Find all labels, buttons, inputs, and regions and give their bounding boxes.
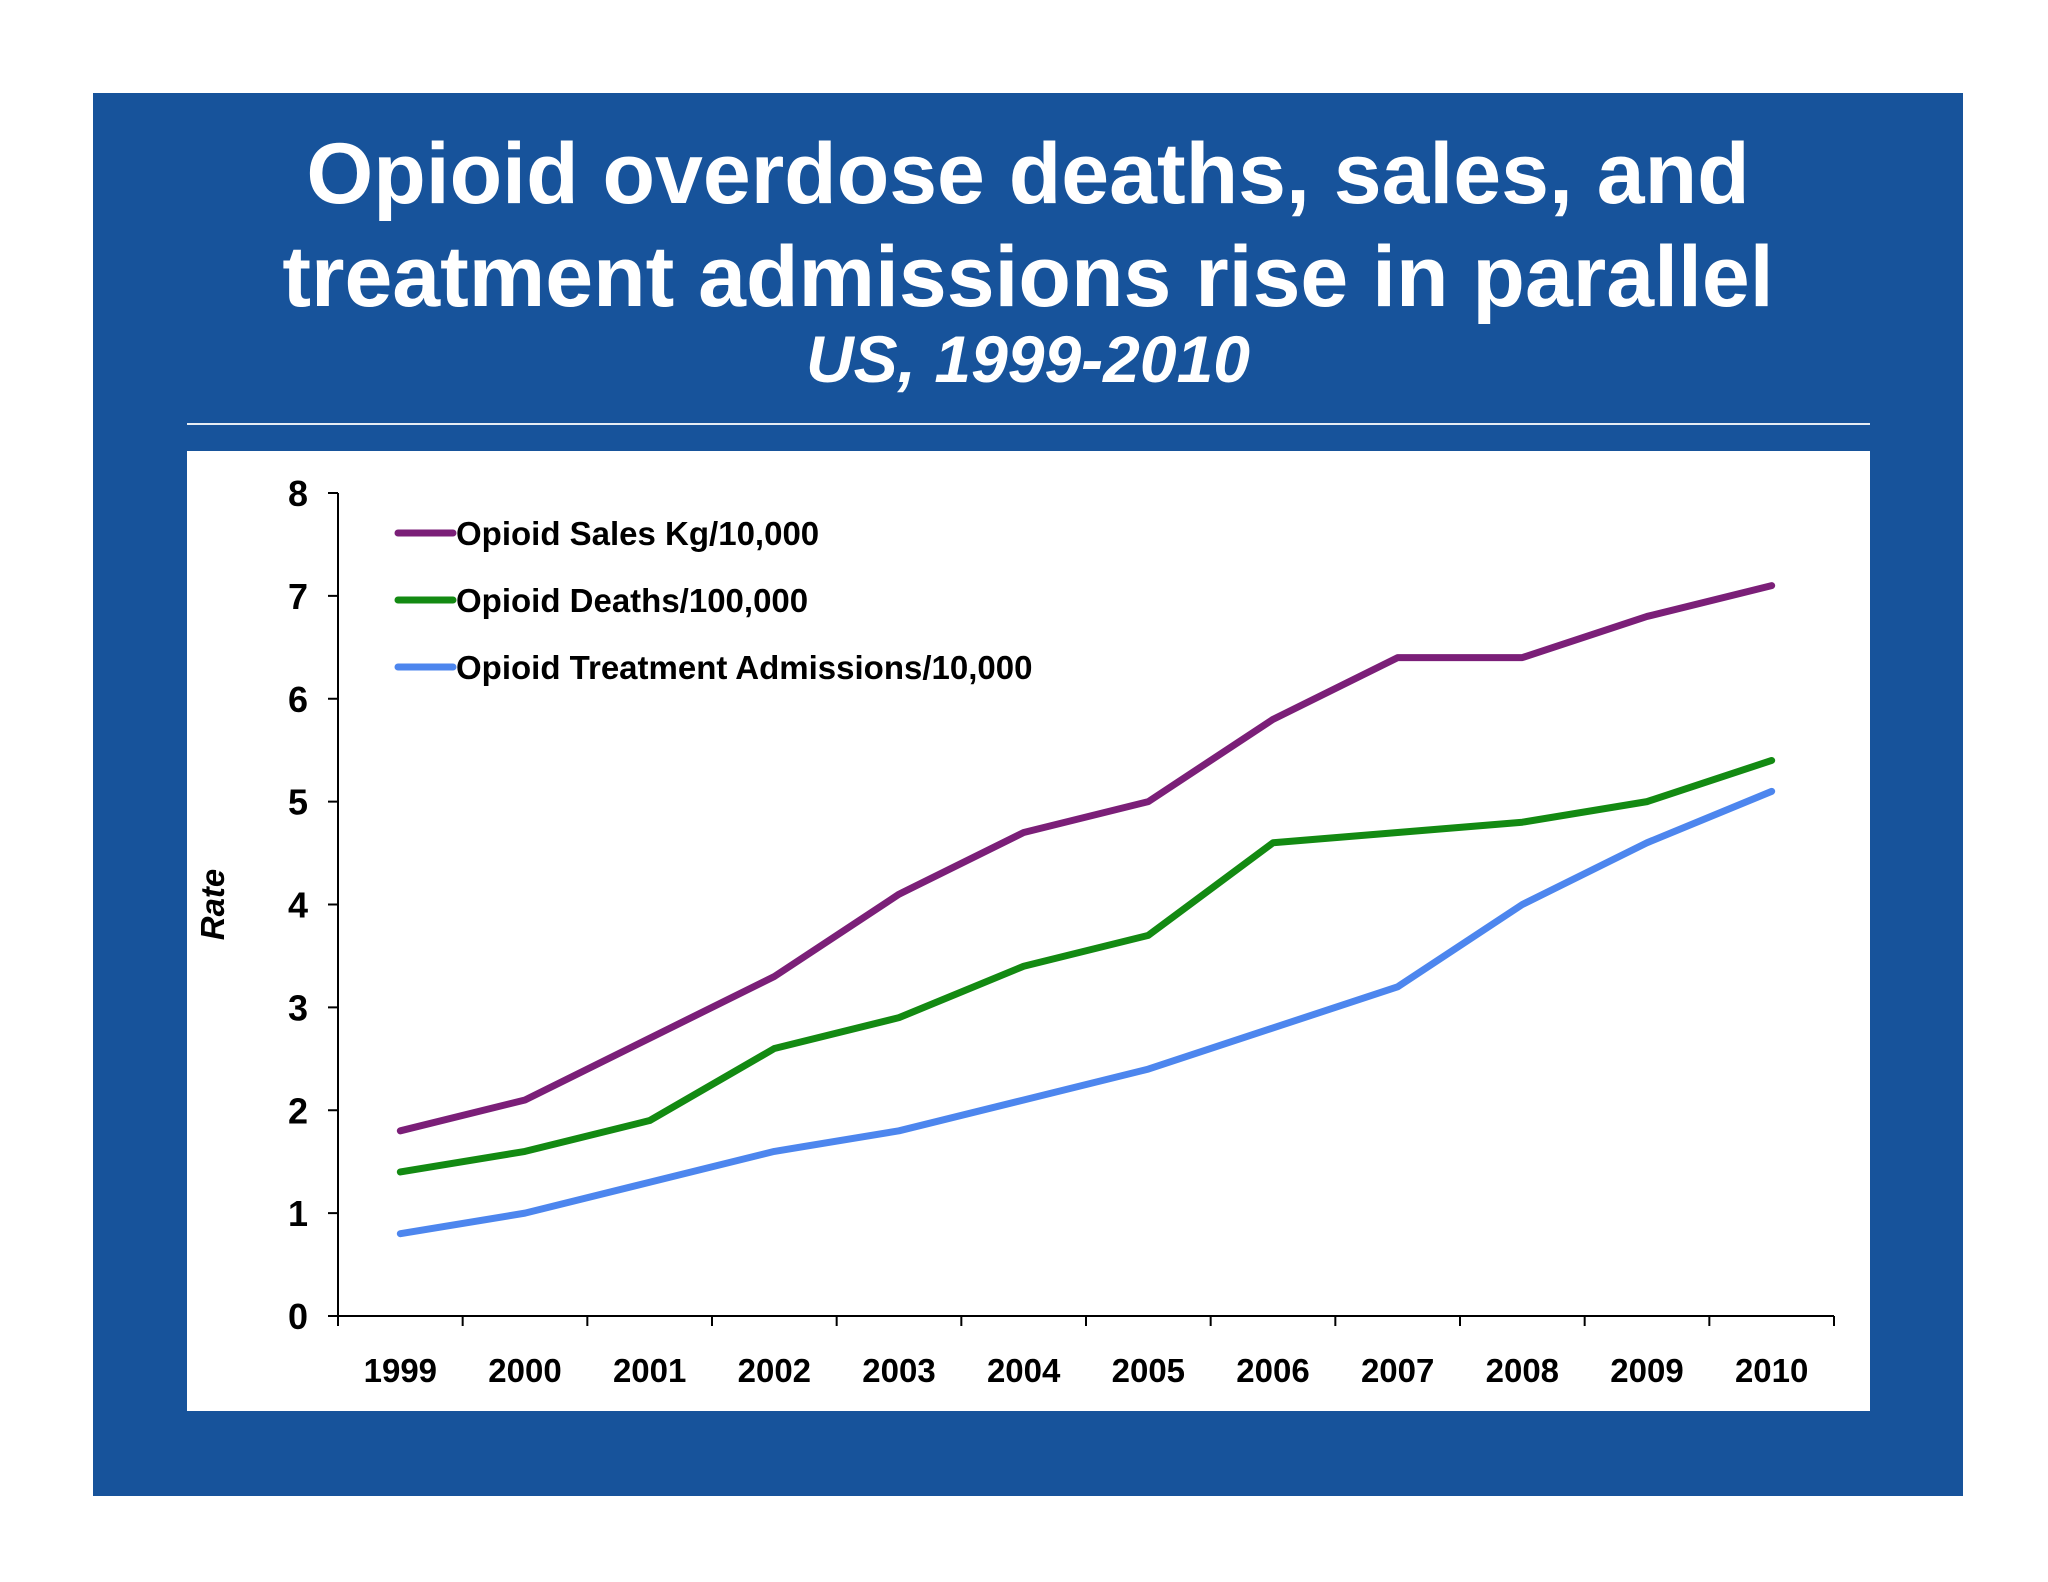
y-tick-label: 2 [288, 1090, 308, 1131]
series-line-3 [396, 787, 1776, 1238]
x-tick-label: 2007 [1361, 1352, 1434, 1389]
x-tick-label: 2005 [1112, 1352, 1185, 1389]
slide-title: Opioid overdose deaths, sales, and treat… [93, 123, 1963, 329]
legend-label: Opioid Sales Kg/10,000 [456, 515, 819, 552]
x-tick-label: 2000 [488, 1352, 561, 1389]
y-tick-label: 8 [288, 473, 308, 514]
x-axis-ticks: 1999 2000 2001 2002 2003 2004 2005 2006 2007 2008… [337, 1316, 1835, 1389]
title-divider [187, 423, 1870, 425]
chart-legend: Opioid Sales Kg/10,000 Opioid Deaths/100,… [394, 515, 1032, 686]
slide-title-line-1: Opioid overdose deaths, sales, and [306, 126, 1750, 222]
x-tick-label: 2004 [987, 1352, 1061, 1389]
x-tick-label: 2009 [1610, 1352, 1683, 1389]
y-tick-label: 7 [288, 576, 308, 617]
y-axis-title: Rate [194, 869, 231, 941]
line-chart: 0 1 2 3 4 5 6 7 8 1999 2000 2001 2002 2003 2004 2005 20… [194, 473, 1835, 1389]
x-tick-label: 2001 [613, 1352, 686, 1389]
y-tick-label: 3 [288, 987, 308, 1028]
series-line-2 [396, 756, 1776, 1176]
legend-label: Opioid Treatment Admissions/10,000 [456, 649, 1032, 686]
x-tick-label: 2008 [1486, 1352, 1559, 1389]
chart-panel: 0 1 2 3 4 5 6 7 8 1999 2000 2001 2002 2003 2004 2005 20… [187, 451, 1870, 1411]
slide-background: Opioid overdose deaths, sales, and treat… [93, 93, 1963, 1496]
series-lines [396, 582, 1776, 1238]
legend-label: Opioid Deaths/100,000 [456, 582, 808, 619]
slide-subtitle: US, 1999-2010 [806, 322, 1250, 396]
y-tick-label: 6 [288, 679, 308, 720]
y-axis-ticks: 0 1 2 3 4 5 6 7 8 [288, 473, 338, 1337]
series-line-1 [396, 582, 1776, 1135]
x-tick-label: 2010 [1735, 1352, 1808, 1389]
y-tick-label: 5 [288, 782, 308, 823]
x-tick-label: 1999 [364, 1352, 437, 1389]
x-tick-label: 2002 [738, 1352, 811, 1389]
y-tick-label: 4 [288, 885, 308, 926]
y-tick-label: 1 [288, 1193, 308, 1234]
y-tick-label: 0 [288, 1296, 308, 1337]
slide-title-line-2: treatment admissions rise in parallel [282, 229, 1774, 325]
x-tick-label: 2003 [862, 1352, 935, 1389]
x-tick-label: 2006 [1236, 1352, 1309, 1389]
